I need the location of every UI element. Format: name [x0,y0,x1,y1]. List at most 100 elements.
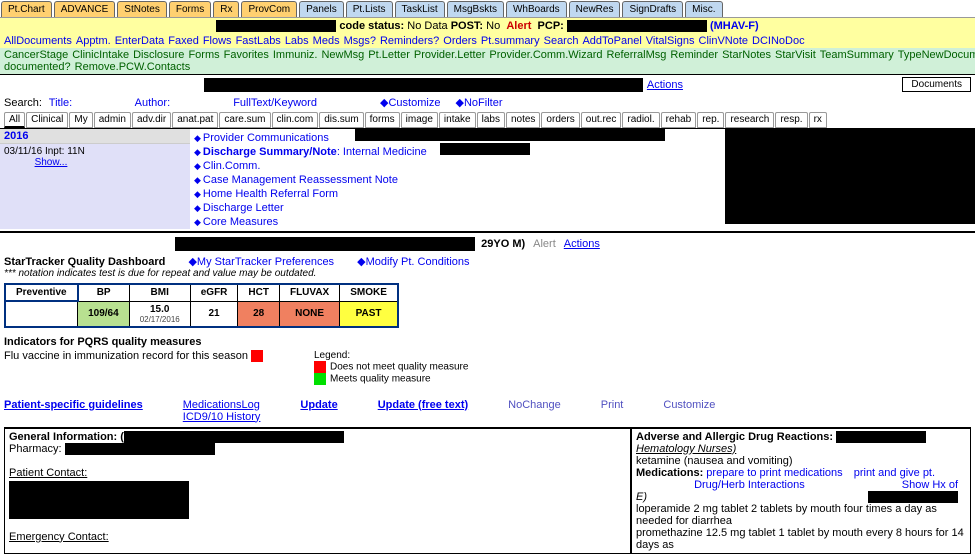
link-disclosure[interactable]: Disclosure [133,49,184,61]
icd-link[interactable]: ICD9/10 History [183,411,261,423]
filter-admin[interactable]: admin [94,112,131,128]
visit-row[interactable]: 03/11/16 Inpt: 11N Show... [0,144,190,229]
link-providerletter[interactable]: Provider.Letter [414,49,486,61]
link-fastlabs[interactable]: FastLabs [236,35,281,47]
link-dcinodoc[interactable]: DCINoDoc [752,35,805,47]
link-clinvnote[interactable]: ClinVNote [699,35,749,47]
filter-research[interactable]: research [725,112,774,128]
nofilter-link[interactable]: ◆NoFilter [456,97,503,109]
link-ptsummary[interactable]: Pt.summary [481,35,540,47]
print-link[interactable]: Print [601,399,624,423]
tab-panels[interactable]: Panels [299,1,344,17]
filter-clinical[interactable]: Clinical [26,112,68,128]
customize-link[interactable]: ◆Customize [380,97,440,109]
actions-link[interactable]: Actions [647,79,683,91]
tab-advance[interactable]: ADVANCE [54,1,116,17]
nochange-link[interactable]: NoChange [508,399,561,423]
st-th-smoke: SMOKE [340,284,398,301]
link-meds[interactable]: Meds [313,35,340,47]
filter-rx[interactable]: rx [809,112,827,128]
link-cancerstage[interactable]: CancerStage [4,49,68,61]
link-alldocuments[interactable]: AllDocuments [4,35,72,47]
filter-forms[interactable]: forms [365,112,400,128]
link-providercommwizard[interactable]: Provider.Comm.Wizard [489,49,602,61]
link-teamsummary[interactable]: TeamSummary [820,49,894,61]
filter-anatpat[interactable]: anat.pat [172,112,218,128]
tab-ptchart[interactable]: Pt.Chart [1,1,52,17]
showhx-link[interactable]: Show Hx of [902,479,958,491]
link-flows[interactable]: Flows [203,35,232,47]
filter-outrec[interactable]: out.rec [581,112,622,128]
tab-tasklist[interactable]: TaskList [395,1,445,17]
link-vitalsigns[interactable]: VitalSigns [646,35,695,47]
link-reminders[interactable]: Reminders? [380,35,439,47]
tab-misc[interactable]: Misc. [685,1,722,17]
filter-image[interactable]: image [401,112,438,128]
pqrs-line: Flu vaccine in immunization record for t… [4,350,248,362]
link-labs[interactable]: Labs [285,35,309,47]
filter-orders[interactable]: orders [541,112,579,128]
st-th-egfr: eGFR [190,284,238,301]
documents-button[interactable]: Documents [902,77,971,92]
filter-notes[interactable]: notes [506,112,540,128]
link-starnotes[interactable]: StarNotes [722,49,771,61]
link-msgs[interactable]: Msgs? [344,35,376,47]
filter-radiol[interactable]: radiol. [622,112,659,128]
drugherb-link[interactable]: Drug/Herb Interactions [694,479,805,491]
filter-caresum[interactable]: care.sum [219,112,270,128]
filter-my[interactable]: My [69,112,92,128]
filter-rep[interactable]: rep. [697,112,724,128]
psg-link[interactable]: Patient-specific guidelines [4,399,143,423]
tab-whboards[interactable]: WhBoards [506,1,567,17]
st-actions-link[interactable]: Actions [564,238,600,250]
filter-rehab[interactable]: rehab [661,112,697,128]
link-enterdata[interactable]: EnterData [115,35,165,47]
tab-rx[interactable]: Rx [213,1,239,17]
year-header[interactable]: 2016 [0,129,190,144]
filter-resp[interactable]: resp. [775,112,807,128]
link-referralmsg[interactable]: ReferralMsg [606,49,666,61]
link-newmsg[interactable]: NewMsg [321,49,364,61]
link-reminder[interactable]: Reminder [670,49,718,61]
prep-link[interactable]: prepare to print medications [706,467,842,479]
link-removepcwcontacts[interactable]: Remove.PCW.Contacts [75,61,191,73]
filter-intake[interactable]: intake [439,112,476,128]
filter-dissum[interactable]: dis.sum [319,112,363,128]
filter-advdir[interactable]: adv.dir [132,112,171,128]
st-header: 29YO M) Alert Actions [4,237,971,251]
tab-ptlists[interactable]: Pt.Lists [346,1,393,17]
st-cell: NONE [279,301,339,327]
printgive-link[interactable]: print and give pt. [854,467,935,479]
tab-stnotes[interactable]: StNotes [117,1,167,17]
filter-all[interactable]: All [4,112,25,128]
medlog-link[interactable]: MedicationsLog [183,399,260,411]
link-favorites[interactable]: Favorites [224,49,269,61]
link-addtopanel[interactable]: AddToPanel [582,35,641,47]
link-ptletter[interactable]: Pt.Letter [368,49,410,61]
st-pref-link[interactable]: ◆My StarTracker Preferences [188,256,334,268]
link-apptm[interactable]: Apptm. [76,35,111,47]
customize-link[interactable]: Customize [663,399,715,423]
link-clinicintake[interactable]: ClinicIntake [72,49,129,61]
link-immuniz[interactable]: Immuniz. [273,49,318,61]
search-author[interactable]: Author: [135,97,170,109]
search-fulltext[interactable]: FullText/Keyword [233,97,317,109]
tab-provcom[interactable]: ProvCom [241,1,297,17]
link-starvisit[interactable]: StarVisit [775,49,816,61]
tab-msgbskts[interactable]: MsgBskts [447,1,504,17]
link-forms[interactable]: Forms [188,49,219,61]
show-link[interactable]: Show... [35,157,68,168]
filter-labs[interactable]: labs [477,112,505,128]
search-title[interactable]: Title: [49,97,72,109]
tab-forms[interactable]: Forms [169,1,211,17]
link-search[interactable]: Search [544,35,579,47]
link-orders[interactable]: Orders [443,35,477,47]
tab-newres[interactable]: NewRes [569,1,621,17]
filter-clincom[interactable]: clin.com [272,112,319,128]
update-link[interactable]: Update [300,399,337,423]
link-faxed[interactable]: Faxed [168,35,199,47]
link-typenewdocument[interactable]: TypeNewDocument [898,49,975,61]
st-modify-link[interactable]: ◆Modify Pt. Conditions [357,256,469,268]
update-free-link[interactable]: Update (free text) [378,399,468,423]
tab-signdrafts[interactable]: SignDrafts [622,1,683,17]
